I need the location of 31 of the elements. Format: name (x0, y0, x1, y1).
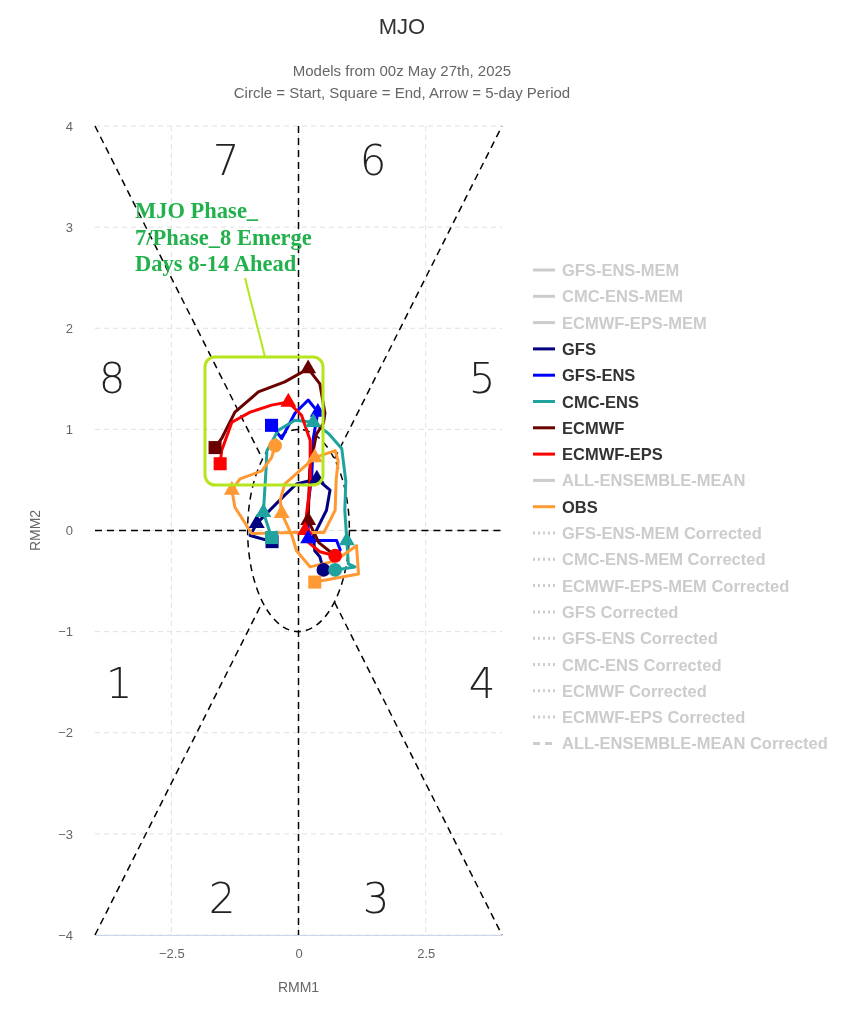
legend-label: ECMWF-EPS (562, 445, 663, 464)
annotation: 6 (359, 135, 387, 185)
y-tick-label: −4 (58, 927, 73, 943)
legend-label: CMC-ENS (562, 392, 639, 411)
x-tick-label: 0 (295, 946, 303, 962)
y-tick-label: 4 (65, 118, 73, 134)
legend-label: ECMWF (562, 418, 625, 437)
y-tick-label: 1 (65, 422, 73, 438)
chart-title: MJO (378, 14, 426, 39)
y-tick-label: −1 (58, 624, 73, 640)
legend-label: OBS (562, 497, 598, 516)
annotation: 5 (468, 353, 496, 403)
x-tick-label: 2.5 (417, 946, 436, 962)
y-tick-label: 0 (65, 523, 73, 539)
annotation: 2 (208, 873, 236, 923)
y-tick-label: 3 (65, 219, 73, 235)
y-tick-label: 2 (65, 320, 73, 336)
annotation: 7 (212, 135, 240, 185)
annotation: 4 (468, 658, 496, 708)
legend-label: GFS (562, 339, 596, 358)
y-tick-label: −2 (58, 725, 73, 741)
annotation: 8 (98, 353, 126, 403)
annotation: 1 (105, 658, 133, 708)
x-axis-title: RMM1 (277, 979, 320, 995)
annotation: MJO Phase_ 7/Phase_8 Emerge Days 8-14 Ahead (135, 198, 312, 276)
legend-label: GFS-ENS (562, 366, 636, 385)
y-tick-label: −3 (58, 826, 73, 842)
x-tick-label: −2.5 (158, 946, 185, 962)
annotation: 3 (362, 873, 390, 923)
chart-subtitle: Models from 00z May 27th, 2025 Circle = Start, Square = End, Arrow = 5-day Period (233, 62, 571, 101)
y-axis-title: RMM2 (27, 509, 43, 552)
